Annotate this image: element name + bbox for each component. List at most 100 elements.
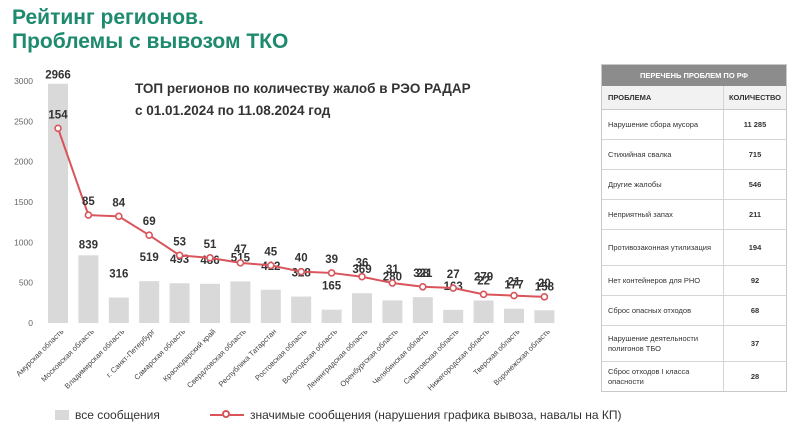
bar [78,255,99,323]
y-tick-label: 0 [28,318,33,328]
line-value-label: 45 [264,246,277,258]
line-point [510,291,518,300]
column-header-problem: ПРОБЛЕМА [602,86,724,109]
line-point [418,282,427,291]
category-label: Свердловская область [185,327,248,390]
bar-value-label: 2966 [45,70,71,82]
bar [260,289,281,323]
subtitle-line-1: ТОП регионов по количеству жалоб в РЭО Р… [135,81,471,96]
line-value-label: 84 [112,197,125,209]
title-line-2: Проблемы с вывозом ТКО [12,30,289,53]
bar [504,308,524,323]
table-row: Нарушение деятельности полигонов ТБО 37 [602,326,786,362]
y-tick-label: 1000 [14,237,33,247]
category-label: Ленинградская область [305,327,370,392]
table-cell-count: 715 [748,150,762,159]
table-cell-count: 68 [750,306,760,315]
table-cell-problem: Нарушение сбора мусора [602,110,724,139]
bar-value-label: 519 [140,252,159,264]
line-value-label: 20 [538,278,551,290]
table-cell-problem: Сброс опасных отходов [602,296,724,325]
category-label: Оренбургская область [338,327,400,389]
bar [534,310,555,323]
bar [473,300,494,323]
line-point [84,211,93,219]
table-cell-count: 194 [748,243,762,252]
bar-value-label: 839 [79,239,98,251]
line-point [358,272,366,281]
y-tick-label: 3000 [14,76,33,86]
line-value-label: 53 [173,236,186,248]
line-value-label: 47 [234,244,247,256]
bar [412,297,433,323]
line-value-label: 39 [325,254,338,266]
table-header: ПЕРЕЧЕНЬ ПРОБЛЕМ ПО РФ [602,65,786,86]
line-value-label: 31 [386,264,399,276]
bar-value-label: 279 [474,271,493,283]
bar-value-label: 369 [352,264,371,276]
table-row: Сброс опасных отходов 68 [602,296,786,326]
bar [352,293,372,323]
line-value-label: 51 [204,239,217,251]
bar [291,296,312,323]
category-label: Самарская область [132,327,187,382]
table-row: Неприятный запах 211 [602,200,786,230]
legend-bar-entry: все сообщения [55,408,160,422]
y-tick-label: 2500 [14,116,33,126]
category-label: Челябинская область [371,327,431,387]
line-point [266,261,275,270]
table-cell-problem: Противозаконная утилизация [602,230,724,265]
table-cell-problem: Сброс отходов I класса опасности [602,362,724,391]
bar-value-label: 321 [413,268,433,280]
line-value-label: 21 [508,277,521,289]
bar [230,281,251,323]
category-label: Вологодская область [280,327,339,386]
category-label: Краснодарский край [161,327,217,383]
legend-line-entry: значимые сообщения (нарушения графика вы… [210,408,621,422]
table-row: Нет контейнеров для РНО 92 [602,266,786,296]
table-cell-count: 28 [750,372,760,381]
category-label: Владимирская область [63,327,127,391]
line-value-label: 36 [356,258,369,270]
line-point [479,290,488,299]
table-cell-problem: Стихийная свалка [602,140,724,169]
line-value-label: 85 [82,196,95,208]
table-cell-count: 37 [750,339,760,348]
bar [139,281,160,323]
y-tick-label: 1500 [14,197,33,207]
problems-table: ПЕРЕЧЕНЬ ПРОБЛЕМ ПО РФ ПРОБЛЕМА КОЛИЧЕСТ… [601,64,787,392]
line-point [449,284,458,292]
table-row: Нарушение сбора мусора 11 285 [602,110,786,140]
bar [200,283,220,323]
legend-line-swatch [210,409,244,421]
chart-subtitle: ТОП регионов по количеству жалоб в РЭО Р… [135,78,471,122]
legend-bar-swatch [55,410,69,420]
table-row: Сброс отходов I класса опасности 28 [602,362,786,391]
line-point [54,124,62,133]
bar [169,283,190,323]
line-point [327,269,336,277]
bar [443,309,464,323]
line-value-label: 154 [48,109,68,121]
line-point [297,267,306,276]
column-header-count: КОЛИЧЕСТВО [728,93,782,102]
bar-value-label: 280 [383,271,402,283]
line-value-label: 28 [416,268,429,280]
bar [108,297,129,323]
category-label: Ростовская область [253,327,308,382]
table-body: Нарушение сбора мусора 11 285 Стихийная св… [602,110,786,391]
legend-bar-label: все сообщения [75,408,160,422]
table-cell-count: 546 [748,180,762,189]
y-tick-label: 2000 [14,157,33,167]
category-label: Республика Татарстан [217,327,279,389]
line-point [206,254,214,262]
line-point [145,231,153,239]
subtitle-line-2: с 01.01.2024 по 11.08.2024 год [135,103,331,118]
table-cell-problem: Нет контейнеров для РНО [602,266,724,295]
line-point [540,293,549,301]
table-cell-count: 92 [750,276,760,285]
table-cell-problem: Неприятный запах [602,200,724,229]
line-point [236,259,245,267]
table-cell-count: 211 [748,210,762,219]
category-label: Московская область [39,327,96,384]
